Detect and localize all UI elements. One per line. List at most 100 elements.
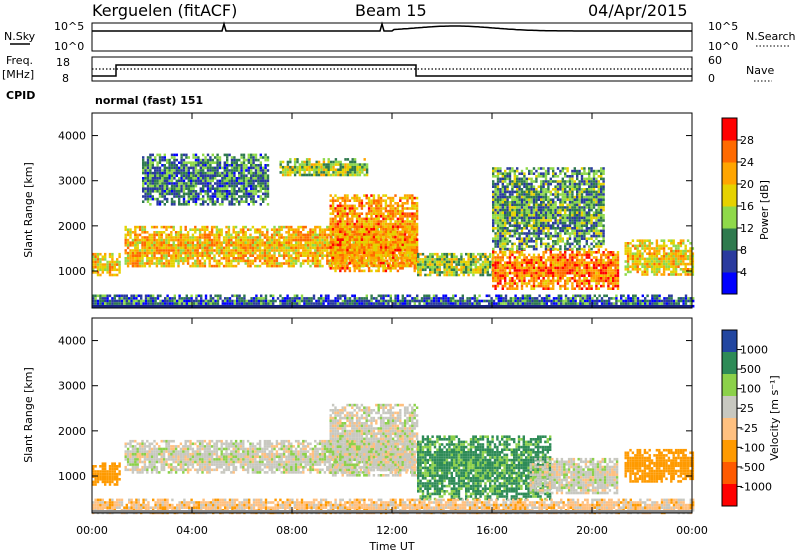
echo-cell [262, 172, 264, 175]
echo-cell [375, 257, 377, 260]
echo-cell [240, 169, 242, 172]
echo-cell [492, 230, 494, 233]
echo-cell [314, 252, 316, 255]
echo-cell [436, 271, 438, 274]
echo-cell [590, 287, 592, 290]
echo-cell [390, 251, 392, 254]
echo-cell [146, 249, 148, 252]
echo-cell [361, 257, 363, 260]
echo-cell [361, 246, 363, 249]
echo-cell [614, 264, 616, 267]
echo-cell [605, 277, 607, 280]
echo-cell [132, 231, 134, 234]
echo-cell [518, 198, 520, 201]
echo-cell [312, 257, 314, 260]
echo-cell [417, 274, 419, 277]
echo-cell [436, 274, 438, 277]
echo-cell [273, 228, 275, 231]
echo-cell [363, 246, 365, 249]
echo-cell [523, 183, 525, 186]
echo-cell [260, 182, 262, 185]
echo-cell [504, 248, 506, 251]
echo-cell [504, 222, 506, 225]
noise-left-tick-top: 10^5 [54, 20, 84, 33]
echo-cell [504, 193, 506, 196]
echo-cell [583, 285, 585, 288]
echo-cell [111, 258, 113, 261]
echo-cell [209, 252, 211, 255]
echo-cell [192, 172, 194, 175]
echo-cell [301, 163, 303, 166]
echo-cell [612, 272, 614, 275]
echo-cell [319, 234, 321, 237]
echo-cell [429, 266, 431, 269]
echo-cell [358, 231, 360, 234]
echo-cell [302, 262, 304, 265]
echo-cell [249, 239, 251, 242]
echo-cell [245, 195, 247, 198]
echo-cell [261, 234, 263, 237]
echo-cell [354, 161, 356, 164]
echo-cell [125, 239, 127, 242]
echo-cell [235, 226, 237, 229]
echo-cell [583, 248, 585, 251]
echo-cell [569, 272, 571, 275]
echo-cell [370, 202, 372, 205]
echo-cell [352, 163, 354, 166]
echo-cell [356, 220, 358, 223]
echo-cell [278, 244, 280, 247]
echo-cell [526, 188, 528, 191]
echo-cell [197, 241, 199, 244]
echo-cell [479, 253, 481, 256]
echo-cell [593, 251, 595, 254]
echo-cell [144, 193, 146, 196]
echo-cell [446, 263, 448, 266]
echo-cell [521, 287, 523, 290]
echo-cell [528, 217, 530, 220]
echo-cell [180, 254, 182, 257]
echo-cell [344, 228, 346, 231]
echo-cell [354, 207, 356, 210]
echo-cell [339, 202, 341, 205]
echo-cell [370, 205, 372, 208]
echo-cell [187, 244, 189, 247]
echo-cell [416, 225, 418, 228]
echo-cell [434, 263, 436, 266]
echo-cell [200, 177, 202, 180]
echo-cell [219, 185, 221, 188]
echo-cell [356, 169, 358, 172]
echo-cell [494, 217, 496, 220]
echo-cell [390, 197, 392, 200]
echo-cell [216, 180, 218, 183]
echo-cell [164, 154, 166, 157]
echo-cell [404, 220, 406, 223]
echo-cell [436, 261, 438, 264]
echo-cell [346, 233, 348, 236]
echo-cell [238, 190, 240, 193]
echo-cell [178, 177, 180, 180]
echo-cell [99, 258, 101, 261]
echo-cell [314, 247, 316, 250]
echo-cell [225, 239, 227, 242]
echo-cell [225, 265, 227, 268]
echo-cell [427, 263, 429, 266]
echo-cell [204, 159, 206, 162]
echo-cell [610, 277, 612, 280]
echo-cell [287, 174, 289, 177]
echo-cell [166, 190, 168, 193]
echo-cell [363, 223, 365, 226]
echo-cell [156, 241, 158, 244]
echo-cell [406, 262, 408, 265]
echo-cell [414, 251, 416, 254]
echo-cell [264, 198, 266, 201]
echo-cell [146, 241, 148, 244]
echo-cell [161, 254, 163, 257]
echo-cell [236, 177, 238, 180]
echo-cell [226, 167, 228, 170]
echo-cell [504, 227, 506, 230]
echo-cell [199, 236, 201, 239]
echo-cell [356, 212, 358, 215]
echo-cell [506, 211, 508, 214]
echo-cell [492, 251, 494, 254]
echo-cell [349, 225, 351, 228]
